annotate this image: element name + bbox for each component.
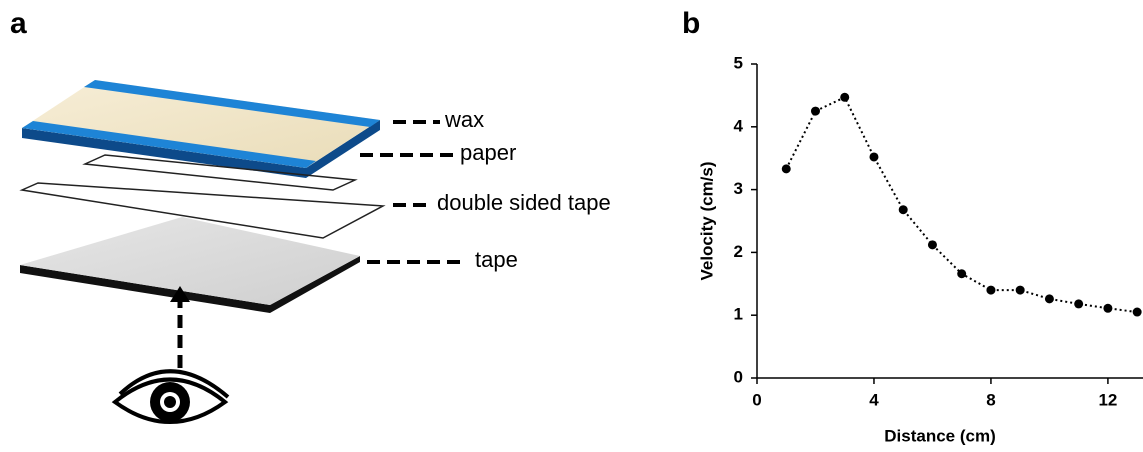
panel-label: b: [682, 7, 700, 40]
data-point: [869, 152, 879, 162]
y-tick-label: 4: [734, 116, 744, 135]
data-point: [840, 92, 850, 102]
data-point: [927, 240, 937, 250]
data-point: [1015, 285, 1025, 295]
y-tick-label: 0: [734, 367, 743, 386]
x-tick-label: 0: [752, 390, 761, 409]
data-point: [898, 205, 908, 215]
panel-label: a: [10, 7, 27, 40]
data-point: [1074, 299, 1084, 309]
x-tick-label: 4: [869, 390, 879, 409]
y-tick-label: 5: [734, 53, 743, 72]
data-point: [986, 285, 996, 295]
layer-label: double sided tape: [437, 190, 611, 215]
data-point: [1044, 294, 1054, 304]
layer-label: paper: [460, 140, 516, 165]
y-axis-title: Velocity (cm/s): [697, 161, 716, 280]
data-point: [810, 106, 820, 116]
data-point: [957, 269, 967, 279]
y-tick-label: 1: [734, 305, 743, 324]
layer-label: wax: [444, 107, 484, 132]
x-tick-label: 12: [1098, 390, 1117, 409]
data-line: [785, 95, 1138, 314]
data-point: [781, 164, 791, 174]
x-axis-title: Distance (cm): [884, 426, 995, 445]
x-tick-label: 8: [986, 390, 995, 409]
y-tick-label: 2: [734, 242, 743, 261]
data-point: [1103, 303, 1113, 313]
layer-label: tape: [475, 247, 518, 272]
layer-diagram: wax paper double sided tape tape: [19, 80, 611, 424]
data-point: [1132, 307, 1142, 317]
y-tick-label: 3: [734, 179, 743, 198]
